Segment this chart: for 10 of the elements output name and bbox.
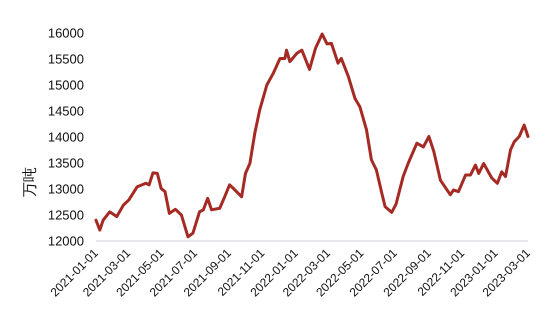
- y-tick-label: 12500: [48, 208, 84, 222]
- y-tick-label: 12000: [48, 234, 84, 248]
- y-tick-label: 13500: [48, 156, 84, 170]
- y-tick-label: 16000: [48, 26, 84, 40]
- y-tick-label: 15000: [48, 78, 84, 92]
- y-tick-label: 14000: [48, 130, 84, 144]
- y-axis-title: 万吨: [22, 167, 38, 197]
- y-tick-label: 13000: [48, 182, 84, 196]
- y-tick-label: 15500: [48, 52, 84, 66]
- y-tick-label: 14500: [48, 104, 84, 118]
